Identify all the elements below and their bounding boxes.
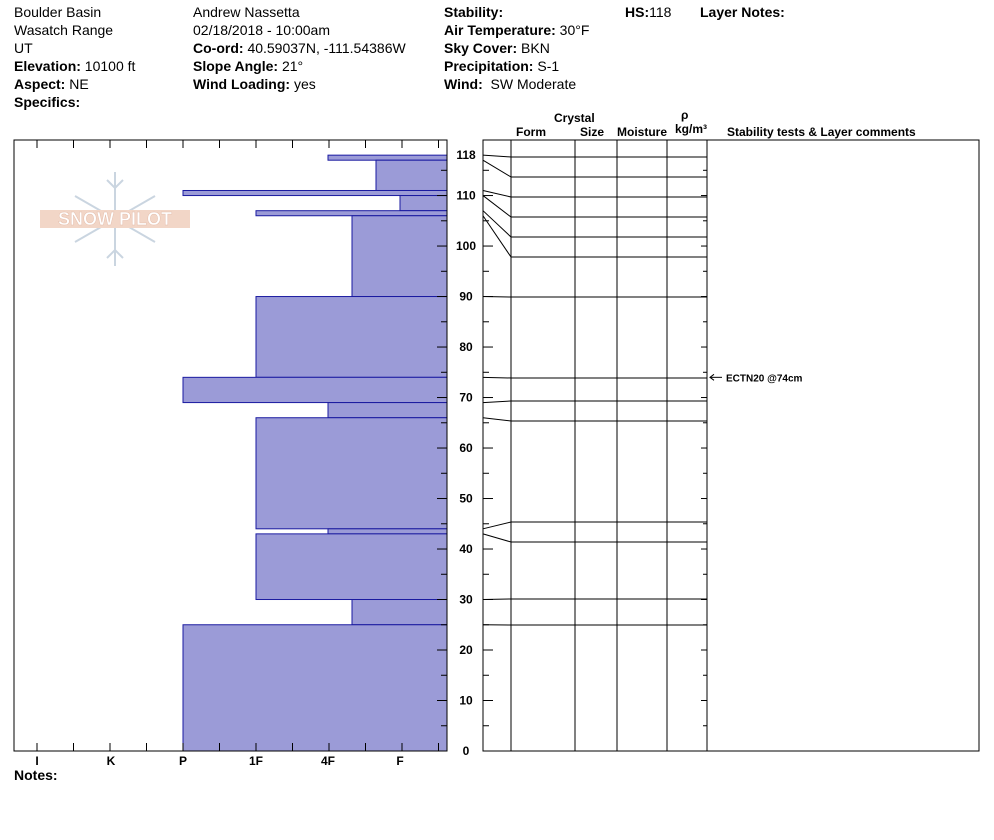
hardness-bar bbox=[182, 376, 448, 404]
layer-connector bbox=[482, 210, 512, 238]
aspect: Aspect: NE bbox=[14, 75, 89, 93]
hardness-bar bbox=[351, 599, 448, 626]
hardness-bar bbox=[351, 215, 448, 298]
elevation: Elevation: 10100 ft bbox=[14, 57, 135, 75]
hardness-bar bbox=[327, 528, 448, 535]
stability-label: Stability: bbox=[444, 4, 504, 20]
hs-label: HS: bbox=[625, 4, 650, 20]
observer: Andrew Nassetta bbox=[193, 4, 300, 20]
air-temp-value: 30°F bbox=[559, 22, 590, 38]
air-temp-label: Air Temperature: bbox=[444, 22, 556, 38]
layer-connector bbox=[482, 598, 512, 601]
depth-label: 118 bbox=[456, 148, 476, 162]
hardness-label: F bbox=[396, 754, 403, 768]
sky-label: Sky Cover: bbox=[444, 40, 518, 56]
annotation-arrowhead bbox=[709, 373, 715, 381]
layer-connector bbox=[482, 533, 512, 543]
state: UT bbox=[14, 40, 33, 56]
hardness-bar bbox=[327, 154, 448, 161]
size-title: Size bbox=[580, 125, 605, 139]
hs-value: 118 bbox=[649, 4, 672, 20]
slope-label: Slope Angle: bbox=[193, 58, 279, 74]
hardness-bar bbox=[255, 417, 448, 530]
snowpilot-logo: SNOW PILOT bbox=[40, 172, 190, 266]
stability-tests-title: Stability tests & Layer comments bbox=[727, 125, 916, 139]
depth-label: 30 bbox=[459, 593, 473, 607]
layer-connector bbox=[482, 215, 512, 258]
layer-connector bbox=[482, 190, 512, 198]
hardness-frame bbox=[13, 139, 448, 752]
datetime: 02/18/2018 - 10:00am bbox=[193, 22, 330, 38]
hardness-label: K bbox=[107, 754, 116, 768]
density-unit: kg/m³ bbox=[675, 122, 708, 136]
depth-label: 0 bbox=[463, 744, 470, 758]
hardness-bar bbox=[327, 402, 448, 419]
hardness-bar bbox=[182, 189, 448, 197]
depth-label: 100 bbox=[456, 239, 476, 253]
depth-label: 70 bbox=[459, 391, 473, 405]
wind-loading-value: yes bbox=[293, 76, 316, 92]
range: Wasatch Range bbox=[14, 22, 114, 38]
hardness-label: I bbox=[35, 754, 38, 768]
layer-connector bbox=[482, 521, 512, 530]
hardness-bar bbox=[399, 195, 448, 212]
hardness-label: 1F bbox=[249, 754, 263, 768]
depth-label: 10 bbox=[459, 694, 473, 708]
depth-label: 50 bbox=[459, 492, 473, 506]
wind-label: Wind: bbox=[444, 76, 483, 92]
coord-value: 40.59037N, -111.54386W bbox=[247, 40, 406, 56]
slope-value: 21° bbox=[281, 58, 304, 74]
hardness-bar bbox=[255, 533, 448, 601]
wind-value: SW Moderate bbox=[490, 76, 577, 92]
layer-connector bbox=[482, 159, 512, 178]
coord-label: Co-ord: bbox=[193, 40, 244, 56]
specifics-label: Specifics: bbox=[14, 94, 81, 110]
layer-connector bbox=[482, 417, 512, 422]
elevation-value: 10100 ft bbox=[84, 58, 136, 74]
precip-label: Precipitation: bbox=[444, 58, 534, 74]
layer-connector bbox=[482, 376, 512, 379]
aspect-value: NE bbox=[69, 76, 89, 92]
layer-connector bbox=[482, 154, 512, 158]
density-symbol: ρ bbox=[681, 108, 689, 122]
depth-label: 20 bbox=[459, 643, 473, 657]
hardness-bar bbox=[255, 210, 448, 217]
depth-label: 40 bbox=[459, 542, 473, 556]
layer-notes-label: Layer Notes: bbox=[700, 4, 785, 20]
depth-label: 60 bbox=[459, 441, 473, 455]
sky-value: BKN bbox=[521, 40, 550, 56]
elevation-label: Elevation: bbox=[14, 58, 81, 74]
location: Boulder Basin bbox=[14, 4, 102, 20]
aspect-label: Aspect: bbox=[14, 76, 66, 92]
wind-loading-label: Wind Loading: bbox=[193, 76, 291, 92]
hardness-bar bbox=[255, 296, 448, 378]
hardness-bar bbox=[375, 159, 448, 191]
precip-value: S-1 bbox=[537, 58, 560, 74]
hardness-label: P bbox=[179, 754, 187, 768]
notes-label: Notes: bbox=[14, 767, 58, 783]
form-title: Form bbox=[516, 125, 546, 139]
layer-grid-frame bbox=[482, 139, 980, 752]
layer-connector bbox=[482, 195, 512, 218]
depth-label: 110 bbox=[456, 189, 476, 203]
moisture-title: Moisture bbox=[617, 125, 668, 139]
stability-annotation: ECTN20 @74cm bbox=[726, 373, 803, 384]
depth-label: 80 bbox=[459, 340, 473, 354]
hardness-label: 4F bbox=[321, 754, 335, 768]
hardness-bar bbox=[182, 624, 448, 752]
logo-text: SNOW PILOT bbox=[58, 209, 172, 229]
depth-label: 90 bbox=[459, 290, 473, 304]
crystal-title: Crystal bbox=[554, 111, 595, 125]
layer-connector bbox=[482, 400, 512, 404]
